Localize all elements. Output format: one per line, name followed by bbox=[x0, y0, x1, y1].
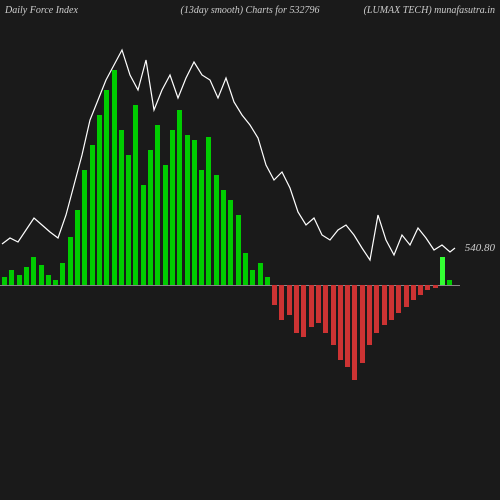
current-price-label: 540.80 bbox=[465, 242, 495, 254]
title-right: (LUMAX TECH) munafasutra.in bbox=[364, 5, 495, 16]
price-line bbox=[0, 20, 460, 500]
chart-area bbox=[0, 20, 460, 500]
title-left: Daily Force Index bbox=[5, 5, 78, 16]
chart-header: Daily Force Index (13day smooth) Charts … bbox=[0, 0, 500, 20]
title-center: (13day smooth) Charts for 532796 bbox=[181, 5, 320, 16]
price-polyline bbox=[2, 50, 455, 260]
